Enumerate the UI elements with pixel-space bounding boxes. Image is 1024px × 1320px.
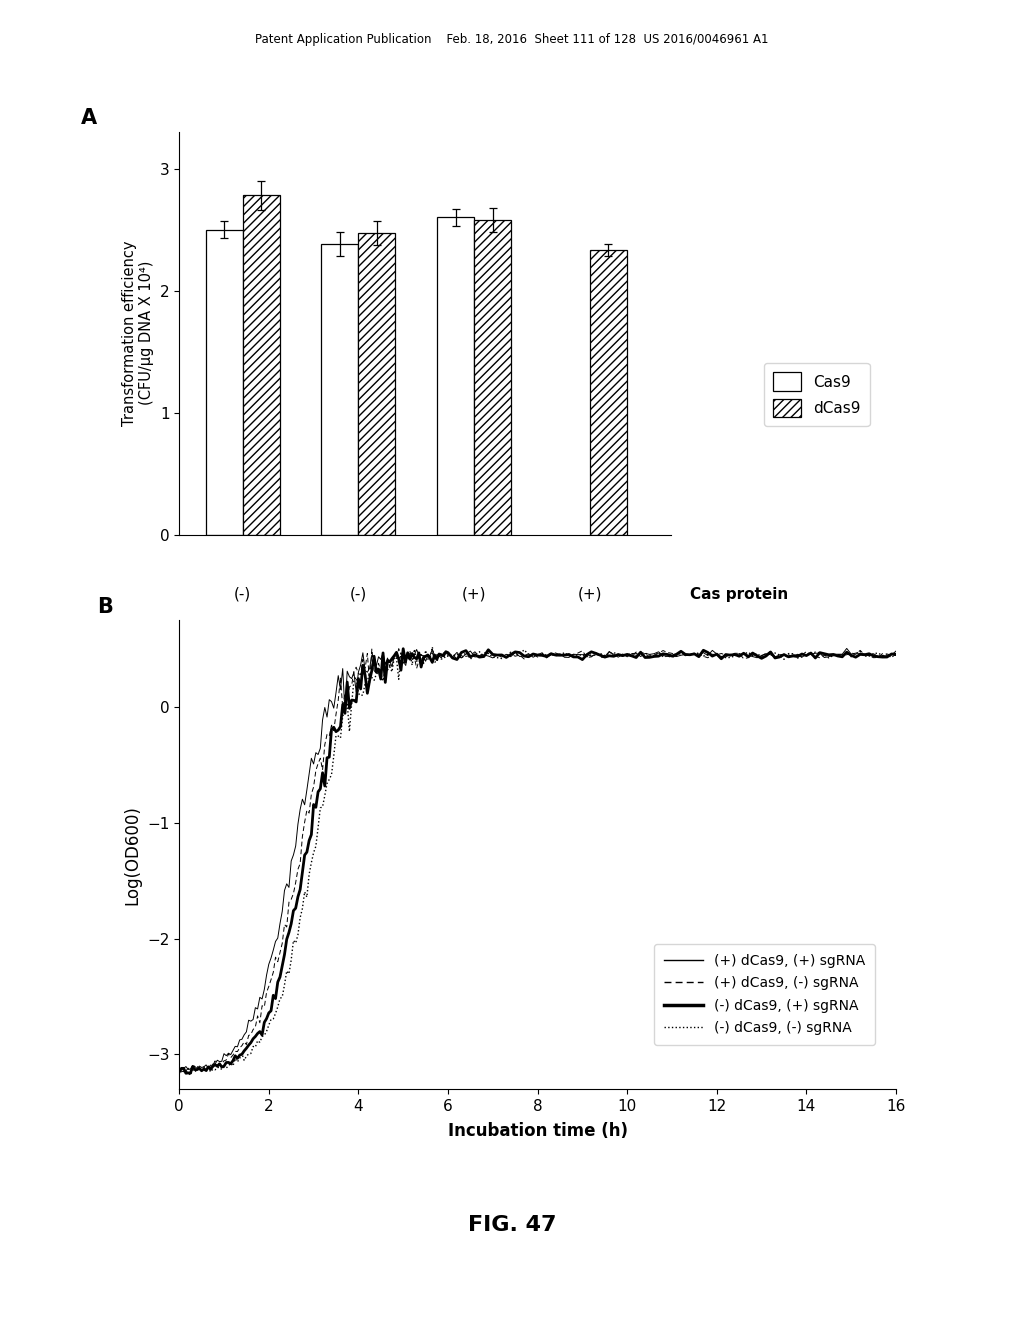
Text: (-): (-) — [234, 623, 252, 638]
Text: (+): (+) — [578, 587, 602, 602]
Text: (+): (+) — [346, 623, 371, 638]
Text: (-): (-) — [466, 623, 482, 638]
Text: (+): (+) — [578, 623, 602, 638]
Text: (+): (+) — [462, 587, 486, 602]
Text: (-): (-) — [350, 587, 367, 602]
Bar — [590, 251, 627, 535]
Text: FIG. 47: FIG. 47 — [468, 1214, 556, 1236]
Text: sgRNA: sgRNA — [690, 623, 746, 638]
Text: A: A — [81, 108, 97, 128]
Text: B: B — [96, 597, 113, 616]
Bar — [437, 218, 474, 535]
X-axis label: Incubation time (h): Incubation time (h) — [447, 1122, 628, 1140]
Bar — [243, 195, 280, 535]
Text: Cas protein: Cas protein — [690, 587, 788, 602]
Y-axis label: Log(OD600): Log(OD600) — [124, 805, 141, 904]
Y-axis label: Transformation efficiency
(CFU/μg DNA X 10⁴): Transformation efficiency (CFU/μg DNA X … — [122, 240, 155, 426]
Text: Patent Application Publication    Feb. 18, 2016  Sheet 111 of 128  US 2016/00469: Patent Application Publication Feb. 18, … — [255, 33, 769, 46]
Bar — [322, 244, 358, 535]
Text: (-): (-) — [234, 587, 252, 602]
Bar — [206, 230, 243, 535]
Bar — [474, 220, 511, 535]
Legend: Cas9, dCas9: Cas9, dCas9 — [764, 363, 869, 426]
Legend: (+) dCas9, (+) sgRNA, (+) dCas9, (-) sgRNA, (-) dCas9, (+) sgRNA, (-) dCas9, (-): (+) dCas9, (+) sgRNA, (+) dCas9, (-) sgR… — [654, 944, 874, 1044]
Bar — [358, 234, 395, 535]
